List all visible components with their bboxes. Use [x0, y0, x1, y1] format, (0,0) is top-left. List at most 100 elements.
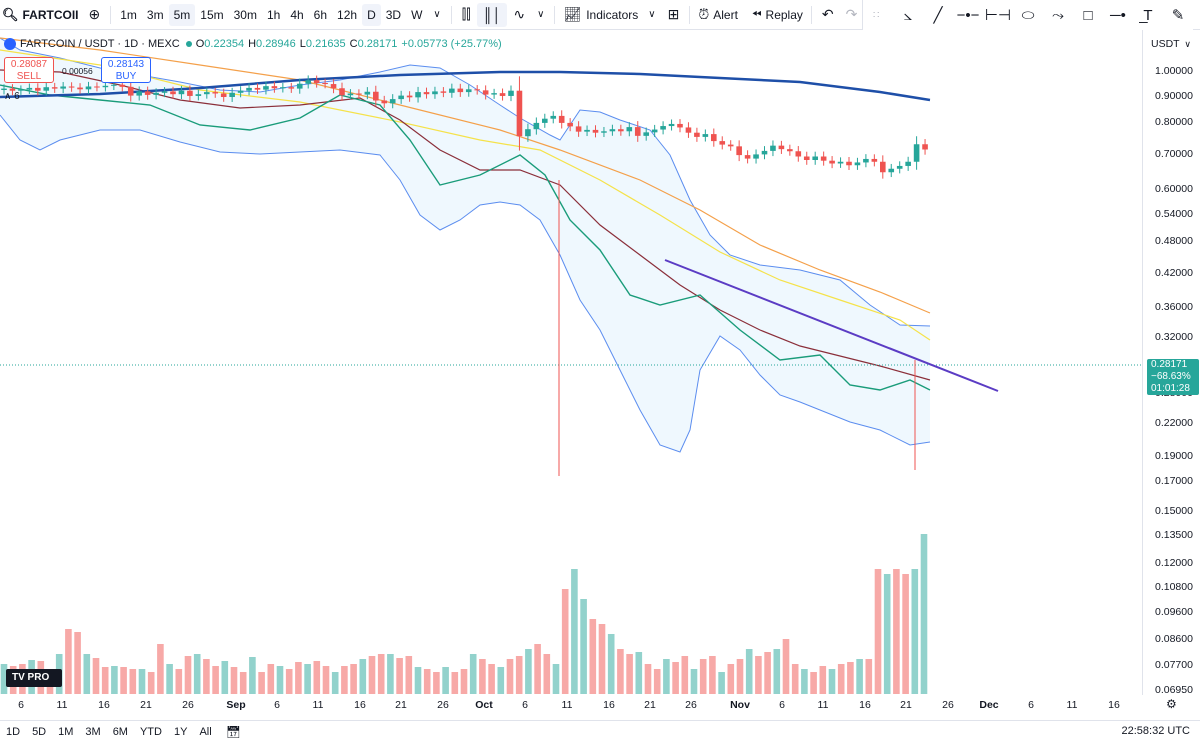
candle-body	[550, 115, 557, 119]
price-label: 0.07700	[1155, 659, 1193, 671]
volume-bar	[414, 667, 422, 694]
price-label: 0.60000	[1155, 183, 1193, 195]
timeframe-15m[interactable]: 15m	[200, 7, 224, 22]
timeframe-dropdown-button[interactable]: ∨	[427, 0, 446, 30]
timeframe-30m[interactable]: 30m	[233, 7, 257, 22]
candle-body	[533, 122, 540, 130]
range-5d[interactable]: 5D	[32, 725, 47, 738]
buy-button[interactable]: 0.28143 BUY	[101, 57, 151, 83]
volume-bar	[543, 654, 551, 694]
layout-button[interactable]: ⊞	[662, 0, 686, 30]
volume-bar	[295, 662, 302, 694]
range-1d[interactable]: 1D	[6, 725, 21, 738]
candle-body	[204, 92, 210, 95]
candles-chart-type-button[interactable]: ║│	[476, 2, 508, 27]
low-label: L	[299, 38, 306, 50]
horizontal-line-tool-icon[interactable]: ─•	[1110, 6, 1126, 24]
symbol-search-button[interactable]: 🔍︎ FARTCOII	[0, 0, 83, 30]
chart-settings-button[interactable]: ⚙	[1166, 697, 1177, 711]
tradingview-pro-logo[interactable]: TV PRO	[6, 669, 62, 687]
indicators-collapse-button[interactable]: ∧ 6	[4, 91, 20, 102]
volume-bar	[405, 656, 413, 694]
volume-bar	[322, 666, 330, 694]
candle-body	[719, 141, 726, 145]
rewind-icon: ⏪︎	[751, 7, 762, 21]
range-ytd[interactable]: YTD	[139, 725, 162, 738]
volume-bar	[801, 669, 808, 694]
candle-body	[871, 158, 878, 162]
price-label: 0.22000	[1155, 417, 1193, 429]
volume-bar	[193, 654, 201, 694]
date-range-tool-icon[interactable]: ⊢⊣	[984, 7, 1012, 24]
range-1y[interactable]: 1Y	[173, 725, 188, 738]
candle-body	[660, 126, 666, 130]
horizontal-ray-tool-icon[interactable]: −•−	[956, 6, 980, 24]
candles-icon: ║│	[482, 6, 502, 23]
indicators-button[interactable]: 📈︎ Indicators	[559, 0, 642, 30]
candle-body	[812, 156, 818, 160]
volume-bar	[147, 672, 155, 694]
volume-bar	[902, 574, 909, 694]
timeframe-w[interactable]: W	[411, 7, 423, 22]
timeframe-1m[interactable]: 1m	[120, 7, 137, 22]
candle-body	[702, 134, 709, 137]
candle-body	[634, 127, 641, 136]
compare-add-button[interactable]: ⊕	[83, 0, 107, 30]
timeframe-1h[interactable]: 1h	[266, 7, 281, 22]
indicators-icon: 📈︎	[563, 6, 582, 22]
fib-tool-icon[interactable]: ⦣	[903, 6, 913, 24]
range-3m[interactable]: 3M	[85, 725, 101, 738]
utc-clock[interactable]: 22:58:32 UTC	[1121, 725, 1190, 737]
candle-body	[170, 91, 176, 95]
alert-button[interactable]: ⏰︎ Alert	[694, 0, 742, 30]
currency-selector[interactable]: USDT ∨	[1151, 38, 1191, 50]
time-label: 26	[685, 699, 697, 711]
candle-body	[643, 132, 649, 136]
bars-icon: ⫿⫿	[461, 6, 471, 22]
timeframe-3m[interactable]: 3m	[146, 7, 164, 22]
timeframe-4h[interactable]: 4h	[290, 7, 304, 22]
price-label: 0.54000	[1155, 208, 1193, 220]
chevron-down-icon: ∨	[1184, 39, 1191, 49]
candle-body	[237, 90, 244, 93]
ellipse-tool-icon[interactable]: ⬭	[1021, 6, 1035, 24]
range-all[interactable]: All	[199, 725, 212, 738]
timeframe-12h[interactable]: 12h	[337, 7, 358, 22]
series-legend: FARTCOIN / USDT · 1D · MEXC O 0.22354 H …	[4, 38, 506, 50]
range-6m[interactable]: 6M	[112, 725, 128, 738]
time-label: 16	[859, 699, 871, 711]
volume-bar	[359, 659, 367, 694]
replay-button[interactable]: ⏪︎ Replay	[748, 0, 807, 30]
timeframe-d[interactable]: D	[362, 3, 381, 26]
chart-type-dropdown-button[interactable]: ∨	[531, 0, 550, 30]
range-1m[interactable]: 1M	[58, 725, 74, 738]
time-label: 11	[56, 699, 68, 711]
series-title[interactable]: FARTCOIN / USDT · 1D · MEXC	[20, 38, 180, 50]
time-label: 6	[1028, 699, 1034, 711]
price-axis[interactable]: USDT ∨ 1.00000 0.90000 0.80000 0.70000 0.600…	[1142, 30, 1200, 696]
trendline-tool-icon[interactable]: ╱	[933, 7, 943, 24]
timeframe-3d[interactable]: 3D	[385, 7, 402, 22]
timeframe-5m[interactable]: 5m	[168, 3, 196, 26]
candle-body	[770, 145, 776, 151]
candle-body	[195, 94, 202, 96]
rectangle-tool-icon[interactable]: □	[1083, 6, 1093, 24]
line-chart-type-button[interactable]: ∿	[507, 0, 531, 30]
time-axis[interactable]: 6 11 16 21 26 Sep 6 11 16 21 26 Oct 6 11 16 21 26 Nov 6 11 1…	[0, 695, 1142, 715]
sma-maroon-line	[0, 69, 931, 381]
text-tool-icon[interactable]: ̲T	[1143, 6, 1153, 24]
drag-handle-icon[interactable]: ∷	[873, 9, 880, 21]
volume-bar	[221, 661, 229, 694]
price-chart[interactable]	[0, 30, 1142, 695]
candle-body	[68, 86, 75, 88]
timeframe-6h[interactable]: 6h	[313, 7, 328, 22]
indicators-dropdown-button[interactable]: ∨	[642, 0, 661, 30]
goto-date-button[interactable]: 📅︎	[218, 725, 249, 739]
bars-chart-type-button[interactable]: ⫿⫿	[456, 0, 477, 30]
sell-button[interactable]: 0.28087 SELL	[4, 57, 54, 83]
undo-button[interactable]: ↶	[816, 0, 840, 30]
redo-button[interactable]: ↷	[840, 0, 864, 30]
price-label: 0.12000	[1155, 557, 1193, 569]
pencil-tool-icon[interactable]: ✎	[1171, 7, 1185, 24]
path-tool-icon[interactable]: ⤳	[1051, 6, 1064, 24]
